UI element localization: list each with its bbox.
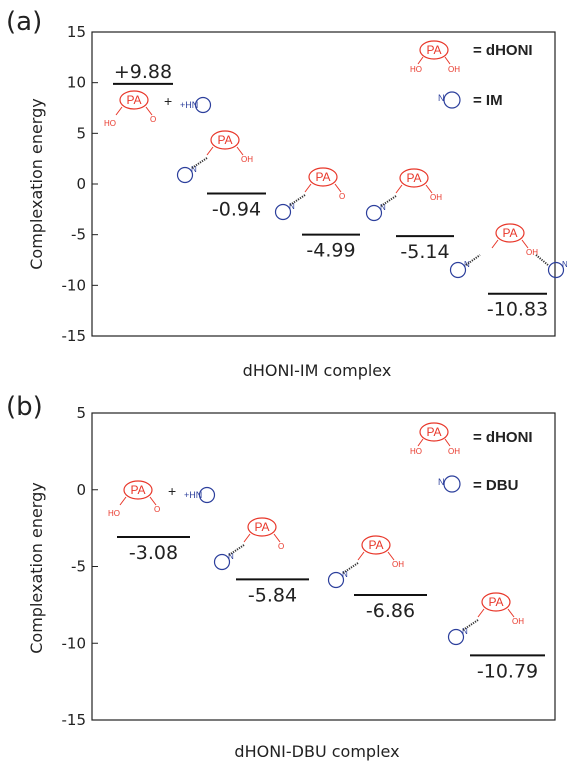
y-tick-label: -10 bbox=[62, 634, 87, 652]
energy-level-label: -4.99 bbox=[306, 240, 355, 262]
y-tick-label: 5 bbox=[76, 404, 86, 422]
panel-b-y-axis-label: Complexation energy bbox=[27, 482, 46, 653]
svg-text:+HN: +HN bbox=[180, 100, 198, 110]
energy-level-label: +9.88 bbox=[114, 61, 172, 83]
complex-structure-icon: N PA OH bbox=[327, 535, 404, 589]
legend-base-label: = IM bbox=[473, 92, 503, 109]
svg-text:OH: OH bbox=[448, 447, 460, 456]
svg-text:OH: OH bbox=[392, 560, 404, 569]
svg-text:OH: OH bbox=[512, 617, 524, 626]
y-tick-label: 0 bbox=[76, 175, 86, 193]
svg-text:N: N bbox=[289, 202, 295, 211]
complex-structure-icon: PA O HO + +HN bbox=[108, 480, 216, 518]
panel-a-levels: +9.88 -0.94 -4.99 -5.14 -10.83 bbox=[113, 61, 548, 321]
svg-text:HO: HO bbox=[410, 65, 422, 74]
y-tick-label: -10 bbox=[62, 276, 87, 294]
panel-a-title: dHONI-IM complex bbox=[243, 361, 392, 380]
svg-text:PA: PA bbox=[130, 483, 145, 497]
panel-b-title: dHONI-DBU complex bbox=[234, 742, 399, 761]
legend-acid-label: = dHONI bbox=[473, 42, 533, 59]
svg-text:N: N bbox=[228, 552, 234, 561]
panel-b: (b) Complexation energy dHONI-DBU comple… bbox=[6, 392, 556, 761]
complex-structure-icon: N PA O bbox=[274, 167, 345, 221]
complex-structure-icon: N PA OH bbox=[447, 592, 524, 646]
y-tick-label: -15 bbox=[62, 711, 87, 729]
svg-text:N: N bbox=[562, 260, 567, 269]
legend-base-label: = DBU bbox=[473, 477, 518, 494]
svg-text:PA: PA bbox=[217, 133, 232, 147]
energy-level-label: -0.94 bbox=[212, 199, 261, 221]
svg-text:PA: PA bbox=[406, 171, 421, 185]
svg-text:+: + bbox=[168, 483, 176, 499]
panel-a-ticks: 15 10 5 0 -5 -10 -15 bbox=[62, 23, 98, 345]
svg-text:HO: HO bbox=[108, 509, 120, 518]
panel-a-legend: PA HO OH = dHONI N = IM bbox=[410, 40, 533, 109]
svg-text:O: O bbox=[150, 115, 156, 124]
y-tick-label: -5 bbox=[71, 558, 86, 576]
energy-level-label: -3.08 bbox=[129, 542, 178, 564]
svg-text:PA: PA bbox=[254, 520, 269, 534]
svg-text:N: N bbox=[191, 165, 197, 174]
svg-text:PA: PA bbox=[426, 425, 441, 439]
panel-b-levels: -3.08 -5.84 -6.86 -10.79 bbox=[117, 536, 545, 682]
y-tick-label: 15 bbox=[67, 23, 86, 41]
svg-text:N: N bbox=[342, 570, 348, 579]
legend-acid-icon: PA HO OH bbox=[410, 422, 460, 456]
svg-text:OH: OH bbox=[526, 248, 538, 257]
y-tick-label: 10 bbox=[67, 74, 86, 92]
svg-text:PA: PA bbox=[368, 538, 383, 552]
complex-structure-icon: PA O HO + +HN bbox=[104, 90, 212, 128]
energy-level-label: -10.83 bbox=[487, 299, 548, 321]
legend-base-icon: N bbox=[438, 91, 461, 109]
energy-level-label: -5.84 bbox=[248, 584, 297, 606]
svg-text:N: N bbox=[380, 203, 386, 212]
energy-level-label: -10.79 bbox=[477, 660, 538, 682]
svg-text:O: O bbox=[278, 542, 284, 551]
y-tick-label: 0 bbox=[76, 481, 86, 499]
complex-structure-icon: N PA OH bbox=[176, 130, 253, 184]
svg-text:N: N bbox=[438, 477, 445, 487]
panel-b-label: (b) bbox=[6, 392, 43, 422]
svg-text:HO: HO bbox=[410, 447, 422, 456]
svg-text:PA: PA bbox=[488, 595, 503, 609]
panel-a: (a) Complexation energy dHONI-IM complex… bbox=[6, 7, 567, 380]
legend-acid-icon: PA HO OH bbox=[410, 40, 460, 74]
svg-text:+HN: +HN bbox=[184, 490, 202, 500]
energy-level-label: -5.14 bbox=[400, 241, 449, 263]
legend-acid-label: = dHONI bbox=[473, 429, 533, 446]
svg-text:O: O bbox=[339, 192, 345, 201]
svg-text:PA: PA bbox=[426, 43, 441, 57]
svg-text:OH: OH bbox=[241, 155, 253, 164]
panel-a-label: (a) bbox=[6, 7, 42, 37]
panel-a-y-axis-label: Complexation energy bbox=[27, 98, 46, 269]
legend-base-icon: N bbox=[438, 475, 461, 493]
complex-structure-icon: N PA OH bbox=[365, 168, 442, 222]
svg-text:N: N bbox=[438, 93, 445, 103]
y-tick-label: -5 bbox=[71, 226, 86, 244]
energy-level-label: -6.86 bbox=[366, 600, 415, 622]
panel-b-legend: PA HO OH = dHONI N = DBU bbox=[410, 422, 533, 494]
svg-text:OH: OH bbox=[430, 193, 442, 202]
svg-text:HO: HO bbox=[104, 119, 116, 128]
svg-text:PA: PA bbox=[126, 93, 141, 107]
svg-text:PA: PA bbox=[315, 170, 330, 184]
svg-text:+: + bbox=[164, 93, 172, 109]
complex-structure-icon: N PA O bbox=[213, 517, 284, 571]
svg-text:N: N bbox=[462, 627, 468, 636]
svg-text:PA: PA bbox=[502, 226, 517, 240]
y-tick-label: -15 bbox=[62, 327, 87, 345]
panel-b-ticks: 5 0 -5 -10 -15 bbox=[62, 404, 98, 729]
svg-text:O: O bbox=[154, 505, 160, 514]
svg-text:OH: OH bbox=[448, 65, 460, 74]
panel-b-structures: PA O HO + +HN N PA O N PA OH N PA OH bbox=[108, 480, 524, 646]
y-tick-label: 5 bbox=[76, 124, 86, 142]
panel-a-structures: PA O HO + +HN N PA OH N PA O N PA OH N PA OH N bbox=[104, 90, 567, 279]
